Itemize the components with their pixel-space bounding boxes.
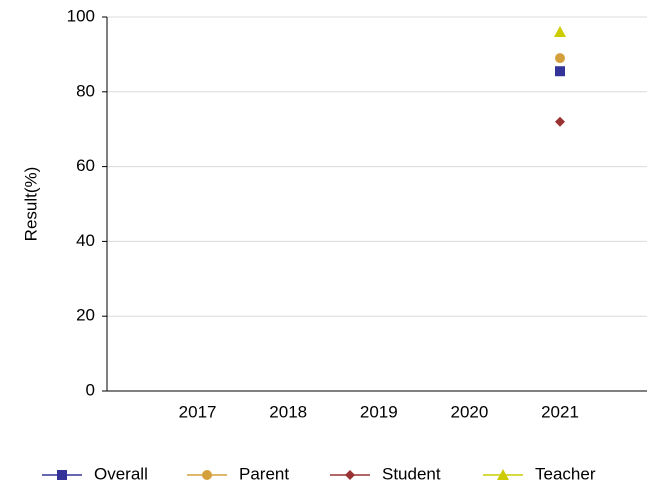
x-tick-label: 2019	[360, 402, 398, 421]
y-tick-label: 40	[76, 231, 95, 250]
data-point	[554, 25, 566, 37]
y-tick-label: 60	[76, 156, 95, 175]
legend-label: Teacher	[535, 464, 596, 483]
legend-marker	[57, 470, 67, 480]
data-point	[555, 66, 565, 77]
y-tick-label: 20	[76, 306, 95, 325]
y-axis-label: Result(%)	[21, 167, 40, 242]
x-tick-label: 2021	[541, 402, 579, 421]
x-tick-label: 2017	[179, 402, 217, 421]
legend-label: Parent	[239, 464, 289, 483]
legend-marker	[345, 470, 355, 480]
y-tick-label: 80	[76, 81, 95, 100]
legend-marker	[202, 470, 212, 480]
legend-label: Overall	[94, 464, 148, 483]
y-tick-label: 0	[86, 380, 95, 399]
y-tick-label: 100	[67, 6, 95, 25]
data-point	[555, 53, 565, 64]
legend-marker	[497, 469, 509, 480]
x-tick-label: 2020	[450, 402, 488, 421]
legend-label: Student	[382, 464, 441, 483]
data-point	[555, 116, 565, 127]
x-tick-label: 2018	[269, 402, 307, 421]
